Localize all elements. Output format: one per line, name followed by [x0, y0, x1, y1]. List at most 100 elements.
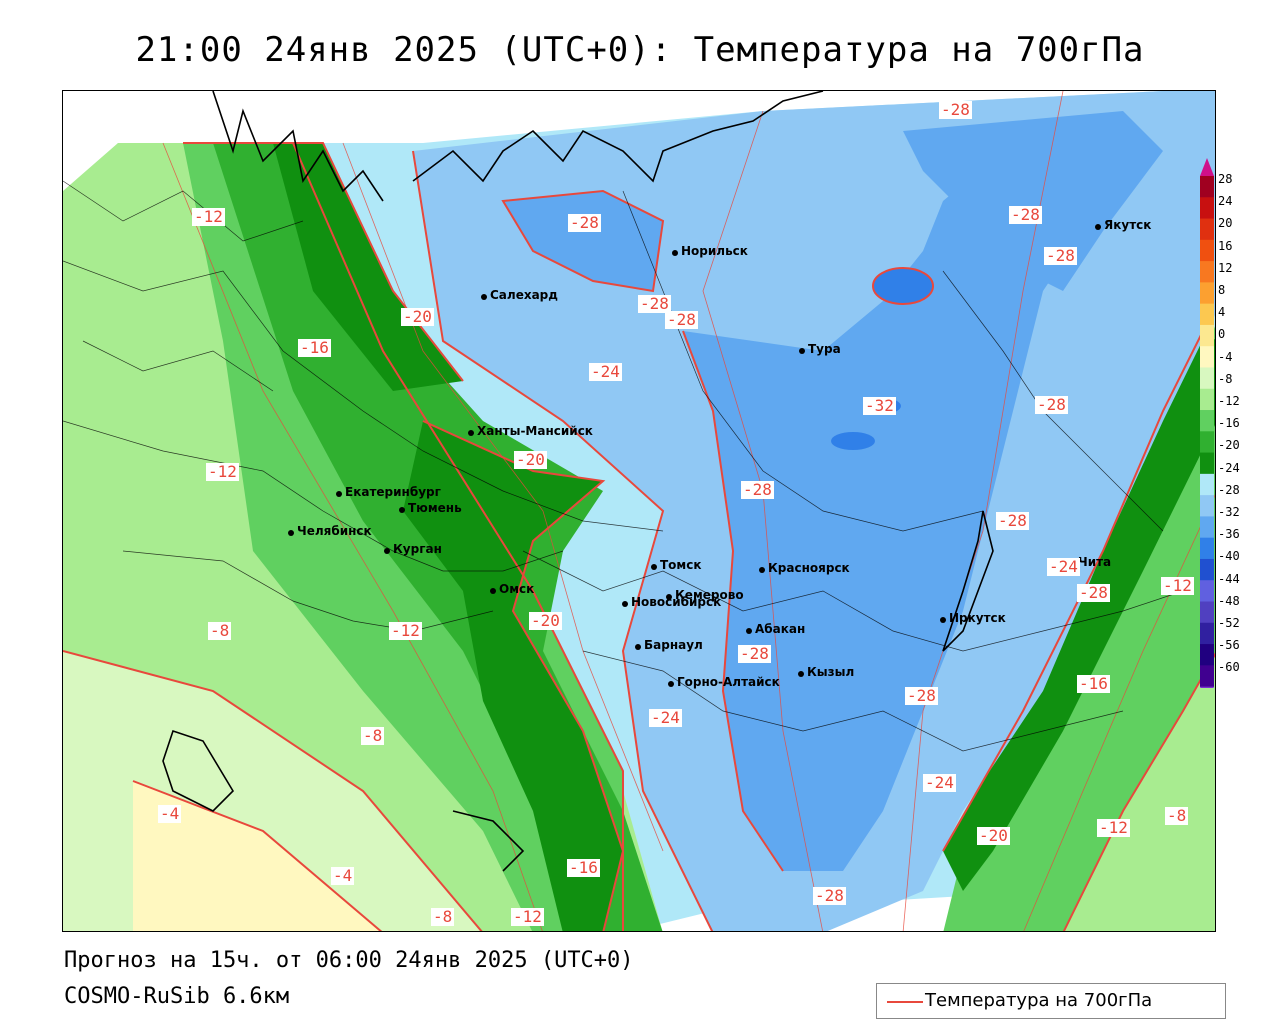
isoline-label: -24: [589, 362, 622, 381]
colorbar-tick-label: -48: [1218, 593, 1240, 608]
colorbar-tick-label: -4: [1218, 349, 1233, 364]
colorbar-tick-label: -44: [1218, 571, 1240, 586]
isoline-label: -28: [665, 310, 698, 329]
colorbar-tick-label: 20: [1218, 216, 1233, 231]
colorbar-swatch: [1200, 239, 1214, 262]
colorbar-swatch: [1200, 346, 1214, 368]
colorbar-swatch: [1200, 431, 1214, 454]
city-dot-icon: [468, 430, 474, 436]
city-dot-icon: [666, 594, 672, 600]
isoline-label: -16: [567, 858, 600, 877]
city-name: Новосибирск: [631, 595, 722, 609]
colorbar-swatch: [1200, 473, 1214, 496]
colorbar-tick-label: -8: [1218, 371, 1233, 386]
city-name: Томск: [660, 558, 702, 572]
isoline-label: -28: [638, 294, 671, 313]
isoline-label: -28: [1044, 246, 1077, 265]
city-name: Ханты-Мансийск: [477, 424, 593, 438]
city-name: Иркутск: [949, 611, 1006, 625]
map-panel: Салехард Норильск Якутск Тура Ханты-Мансийск…: [62, 90, 1216, 932]
city-dot-icon: [672, 250, 678, 256]
region-borders: [63, 180, 1184, 752]
colorbar: 28 24 20 16 12 8 4 0 -4 -8 -12 -16 -20 -24 -28 -32 -36 -4…: [1196, 158, 1266, 688]
isoline-label: -28: [1035, 395, 1068, 414]
city-dot-icon: [668, 681, 674, 687]
city-dot-icon: [384, 548, 390, 554]
isoline-label: -20: [977, 826, 1010, 845]
isoline-label: -20: [529, 611, 562, 630]
city-name: Кызыл: [807, 665, 855, 679]
isoline-label: -24: [1047, 557, 1080, 576]
isoline-label: -12: [389, 621, 422, 640]
colorbar-swatch: [1200, 452, 1214, 475]
city-dot-icon: [490, 588, 496, 594]
colorbar-tick-label: -12: [1218, 394, 1240, 408]
city-name: Красноярск: [768, 561, 850, 575]
city-name: Омск: [499, 582, 535, 596]
forecast-info: Прогноз на 15ч. от 06:00 24янв 2025 (UTC…: [64, 948, 634, 973]
isoline-label: -28: [1077, 583, 1110, 602]
isoline-label: -28: [939, 100, 972, 119]
city-dot-icon: [940, 617, 946, 623]
colorbar-swatch: [1200, 644, 1214, 666]
city-dot-icon: [288, 530, 294, 536]
city-name: Якутск: [1104, 218, 1152, 232]
city-dot-icon: [336, 491, 342, 497]
isoline-label: -28: [568, 213, 601, 232]
temperature-field: [63, 91, 1215, 931]
colorbar-swatch: [1200, 622, 1214, 645]
isoline-label: -8: [361, 726, 385, 745]
colorbar-swatch: [1200, 537, 1214, 560]
city-dot-icon: [622, 601, 628, 607]
isoline-label: -20: [401, 307, 434, 326]
city-name: Тюмень: [408, 501, 462, 515]
colorbar-swatch: [1200, 324, 1214, 347]
city-name: Норильск: [681, 244, 748, 258]
city-name: Тура: [808, 342, 841, 356]
city-dot-icon: [635, 644, 641, 650]
colorbar-swatch: [1200, 665, 1214, 688]
colorbar-tick-label: -60: [1218, 660, 1240, 675]
colorbar-tick-label: -28: [1218, 482, 1240, 497]
isoline-label: -28: [741, 480, 774, 499]
colorbar-tick-label: 0: [1218, 327, 1226, 342]
temperature-bands: [63, 91, 1215, 931]
city-dot-icon: [1095, 224, 1101, 230]
legend-label: Температура на 700гПа: [925, 990, 1153, 1011]
colorbar-swatch: [1200, 601, 1214, 624]
colorbar-top-arrow: [1200, 158, 1214, 176]
colorbar-tick-label: -40: [1218, 549, 1240, 564]
legend-line-swatch: [887, 1001, 923, 1003]
isoline-label: -12: [1161, 576, 1194, 595]
city-name: Абакан: [755, 622, 806, 636]
city-dot-icon: [399, 507, 405, 513]
isoline-label: -28: [813, 886, 846, 905]
colorbar-tick-label: 16: [1218, 238, 1233, 253]
isoline-label: -28: [996, 511, 1029, 530]
model-name: COSMO-RuSib 6.6км: [64, 984, 290, 1009]
city-dot-icon: [799, 348, 805, 354]
colorbar-swatch: [1200, 516, 1214, 539]
colorbar-tick-label: -32: [1218, 505, 1240, 519]
isoline-label: -16: [1077, 674, 1110, 693]
isoline-label: -12: [192, 207, 225, 226]
colorbar-tick-label: -20: [1218, 438, 1240, 453]
colorbar-tick-label: -36: [1218, 527, 1240, 542]
city-name: Чита: [1078, 555, 1112, 569]
colorbar-tick-label: -56: [1218, 638, 1240, 653]
isoline-label: -28: [905, 686, 938, 705]
colorbar-tick-label: -16: [1218, 416, 1240, 431]
city-dot-icon: [651, 564, 657, 570]
isoline-label: -24: [649, 708, 682, 727]
colorbar-swatch: [1200, 282, 1214, 305]
city-dot-icon: [481, 294, 487, 300]
isoline-label: -8: [1165, 806, 1189, 825]
isoline-label: -32: [863, 396, 896, 415]
coastline: [162, 91, 994, 872]
city-dot-icon: [759, 567, 765, 573]
isoline-label: -4: [331, 866, 355, 885]
city-name: Екатеринбург: [345, 485, 441, 499]
legend: Температура на 700гПа: [876, 983, 1226, 1019]
isoline-label: -28: [738, 644, 771, 663]
colorbar-swatch: [1200, 176, 1214, 198]
